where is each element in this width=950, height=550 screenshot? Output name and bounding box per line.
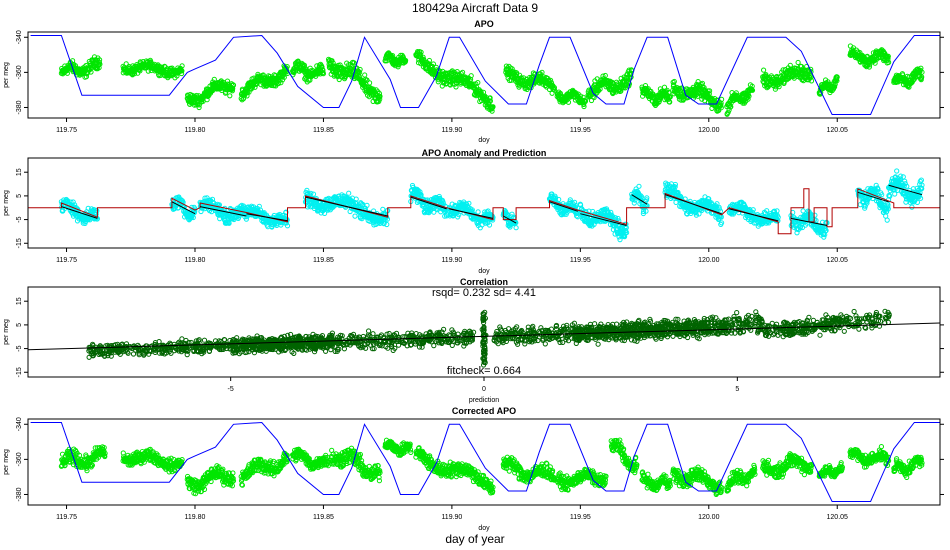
panel-apo: APO 119.75 119.80 119.85 119.90 119.95 120.00… bbox=[3, 19, 944, 144]
data-point bbox=[513, 225, 519, 231]
y-tick-label: 15 bbox=[16, 168, 23, 176]
data-point bbox=[96, 65, 102, 71]
x-tick-label: 119.75 bbox=[56, 257, 77, 264]
y-tick-label: -340 bbox=[16, 30, 23, 44]
x-tick-label: -5 bbox=[228, 386, 234, 393]
data-point bbox=[195, 102, 201, 108]
plot-frame bbox=[27, 157, 941, 249]
data-point bbox=[884, 217, 890, 223]
data-point bbox=[812, 212, 818, 218]
data-point bbox=[352, 213, 358, 219]
data-point bbox=[281, 74, 287, 80]
data-point bbox=[475, 209, 481, 215]
x-axis-label: doy bbox=[478, 268, 490, 275]
data-point bbox=[230, 82, 237, 88]
x-tick-label: 5 bbox=[735, 386, 739, 393]
y-tick-label: -5 bbox=[16, 345, 23, 351]
y-tick-label: 5 bbox=[16, 323, 23, 327]
data-point bbox=[894, 168, 900, 174]
x-tick-label: 119.95 bbox=[570, 257, 591, 264]
y-tick-label: 15 bbox=[16, 297, 23, 305]
y-tick-label: 5 bbox=[16, 194, 23, 198]
y-tick-label: -380 bbox=[16, 100, 23, 114]
y-axis-label: per meg bbox=[3, 62, 10, 88]
y-tick-label: -5 bbox=[16, 216, 23, 222]
data-point bbox=[227, 93, 233, 99]
data-point bbox=[179, 70, 185, 77]
x-tick-label: 119.95 bbox=[570, 127, 591, 134]
panel-title: Correlation bbox=[460, 277, 508, 287]
x-axis-label: doy bbox=[478, 137, 490, 144]
data-point bbox=[761, 67, 767, 73]
plot-area: 119.75 119.80 119.85 119.90 119.95 120.00 120.… bbox=[16, 168, 944, 264]
data-point bbox=[201, 337, 208, 343]
y-axis-label: per meg bbox=[3, 190, 10, 216]
data-point bbox=[346, 190, 352, 196]
data-point bbox=[211, 76, 217, 83]
data-point bbox=[229, 88, 235, 94]
y-tick-label: -360 bbox=[16, 65, 23, 79]
data-point bbox=[196, 104, 202, 111]
figure-title: 180429a Aircraft Data 9 bbox=[412, 1, 538, 15]
x-tick-label: 119.90 bbox=[441, 127, 462, 134]
data-point bbox=[239, 97, 245, 103]
data-point bbox=[97, 61, 103, 67]
data-point bbox=[800, 208, 806, 214]
y-tick-label: -15 bbox=[16, 367, 23, 377]
data-point bbox=[909, 204, 915, 210]
x-tick-label: 120.05 bbox=[827, 127, 849, 134]
x-tick-label: 119.80 bbox=[185, 127, 206, 134]
panel-title: APO Anomaly and Prediction bbox=[422, 148, 547, 158]
x-tick-label: 119.90 bbox=[441, 257, 462, 264]
panel-anomaly: APO Anomaly and Prediction 119.75 119.80 1… bbox=[3, 148, 944, 275]
panel-title: APO bbox=[474, 19, 494, 29]
x-tick-label: 120.00 bbox=[698, 127, 720, 134]
data-point bbox=[159, 64, 165, 70]
x-tick-label: 119.75 bbox=[56, 127, 77, 134]
data-point bbox=[179, 68, 185, 74]
y-tick-label: -15 bbox=[16, 238, 23, 248]
x-tick-label: 120.05 bbox=[827, 257, 849, 264]
x-tick-label: 119.85 bbox=[313, 127, 334, 134]
data-point bbox=[362, 72, 368, 78]
data-point bbox=[380, 206, 386, 212]
data-point bbox=[179, 63, 185, 69]
x-tick-label: 0 bbox=[482, 386, 486, 393]
x-tick-label: 120.00 bbox=[698, 257, 720, 264]
plot-area: 119.75 119.80 119.85 119.90 119.95 120.00 120.… bbox=[16, 30, 944, 134]
plot-area: -5 0 5 15 5 -5 -15 bbox=[16, 297, 944, 393]
data-point bbox=[64, 70, 71, 76]
x-tick-label: 119.80 bbox=[185, 257, 206, 264]
data-point bbox=[145, 68, 151, 74]
prediction-line bbox=[28, 188, 940, 235]
x-tick-label: 119.85 bbox=[313, 257, 334, 264]
data-point bbox=[131, 71, 138, 77]
data-point bbox=[148, 59, 154, 65]
data-point bbox=[636, 183, 642, 189]
